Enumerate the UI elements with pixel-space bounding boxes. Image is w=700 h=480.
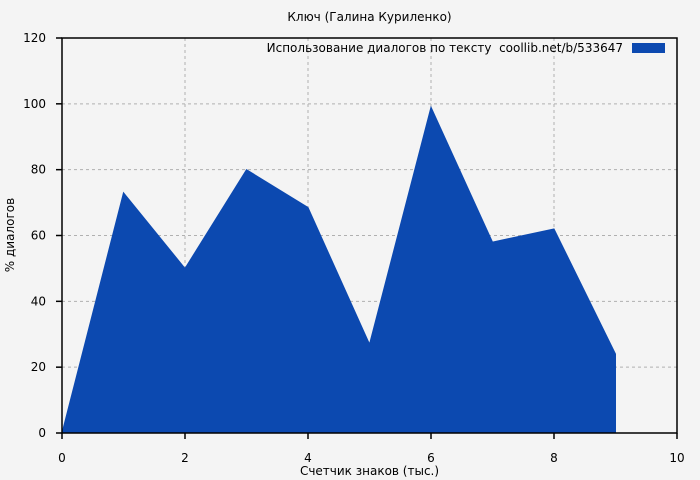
y-tick-label: 0 (38, 426, 46, 440)
y-tick-label: 20 (31, 360, 46, 374)
x-tick-label: 10 (669, 451, 684, 465)
legend-swatch-icon (632, 43, 665, 53)
x-tick-label: 8 (550, 451, 558, 465)
x-tick-label: 4 (304, 451, 312, 465)
area-series (61, 105, 616, 434)
x-axis-label: Счетчик знаков (тыс.) (299, 464, 440, 478)
y-tick-label: 120 (23, 31, 46, 45)
x-tick-label: 2 (181, 451, 189, 465)
x-tick-label: 0 (58, 451, 66, 465)
legend: Использование диалогов по тексту coollib… (267, 41, 665, 55)
y-tick-label: 80 (31, 163, 46, 177)
y-tick-label: 60 (31, 229, 46, 243)
chart-title: Ключ (Галина Куриленко) (287, 10, 452, 24)
y-axis-label: % диалогов (3, 197, 17, 273)
x-tick-label: 6 (427, 451, 435, 465)
y-tick-label: 40 (31, 294, 46, 308)
legend-label: Использование диалогов по тексту coollib… (266, 41, 623, 55)
y-tick-label: 100 (23, 97, 46, 111)
